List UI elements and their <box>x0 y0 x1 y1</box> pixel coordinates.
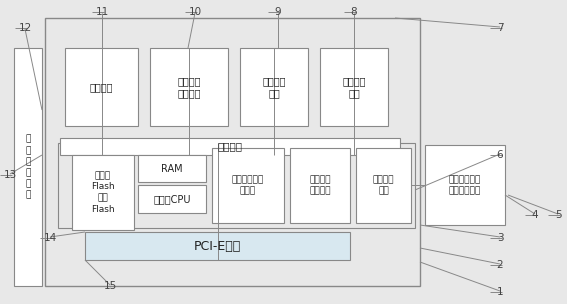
Text: 北斗模块: 北斗模块 <box>90 82 113 92</box>
Text: 14: 14 <box>43 233 57 243</box>
Text: 12: 12 <box>18 23 32 33</box>
Text: 嵌入式CPU: 嵌入式CPU <box>153 194 191 204</box>
Text: 7: 7 <box>497 23 503 33</box>
Text: 数据总线: 数据总线 <box>218 141 243 151</box>
Text: 10: 10 <box>188 7 201 17</box>
Text: 3: 3 <box>497 233 503 243</box>
Text: 2: 2 <box>497 260 503 270</box>
Text: 15: 15 <box>103 281 117 291</box>
Text: PCI-E总线: PCI-E总线 <box>194 240 241 253</box>
Text: 锂电池模组或
片断供电电源: 锂电池模组或 片断供电电源 <box>449 175 481 195</box>
Bar <box>138 185 206 213</box>
Bar <box>85 232 350 260</box>
Text: 5: 5 <box>555 210 561 220</box>
Bar <box>60 138 400 155</box>
Bar <box>240 48 308 126</box>
Bar <box>14 48 42 286</box>
Bar <box>290 148 350 223</box>
Text: 8: 8 <box>350 7 357 17</box>
Text: 1: 1 <box>497 287 503 297</box>
Text: 密码模块或密
码芯片: 密码模块或密 码芯片 <box>232 175 264 195</box>
Bar <box>320 48 388 126</box>
Bar <box>150 48 228 126</box>
Bar <box>65 48 138 126</box>
Text: 4: 4 <box>532 210 538 220</box>
Bar <box>45 18 420 286</box>
Text: 9: 9 <box>274 7 281 17</box>
Text: 位置信息
处理模块: 位置信息 处理模块 <box>177 76 201 98</box>
Bar <box>58 143 415 228</box>
Text: 非挥发
Flash
加密
Flash: 非挥发 Flash 加密 Flash <box>91 171 115 214</box>
Bar <box>212 148 284 223</box>
Text: 电源管理
模块: 电源管理 模块 <box>342 76 366 98</box>
Text: 11: 11 <box>95 7 109 17</box>
Bar <box>356 148 411 223</box>
Text: 6: 6 <box>497 150 503 160</box>
Text: 射频识别
电子标签: 射频识别 电子标签 <box>309 175 331 195</box>
Bar <box>138 155 206 182</box>
Text: 网络通信
模块: 网络通信 模块 <box>263 76 286 98</box>
Text: 农卡电源
接口: 农卡电源 接口 <box>373 175 394 195</box>
Text: RAM: RAM <box>161 164 183 174</box>
Text: 13: 13 <box>3 170 16 180</box>
Text: 外
部
总
线
接
口: 外 部 总 线 接 口 <box>26 135 31 199</box>
Bar <box>72 155 134 230</box>
Bar <box>425 145 505 225</box>
